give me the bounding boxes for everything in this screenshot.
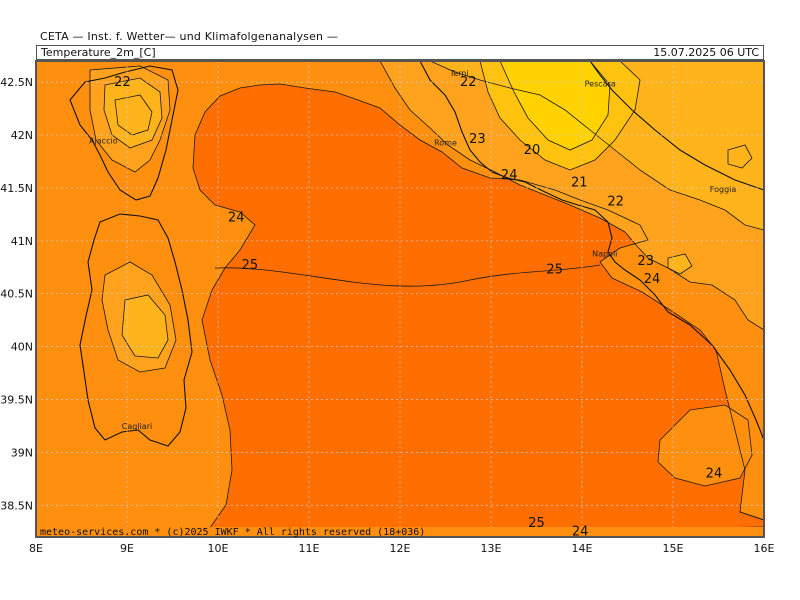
lat-tick-label: 39N: [11, 446, 33, 459]
lon-tick-label: 16E: [754, 542, 775, 555]
longitude-labels: 8E 9E 10E 11E 12E 13E 14E 15E 16E: [29, 542, 774, 555]
lat-tick-label: 41.5N: [0, 182, 33, 195]
lon-tick-label: 8E: [29, 542, 43, 555]
copyright-footer: meteo-services.com * (c)2025 IWKF * All …: [40, 527, 425, 538]
city-label: Cagliari: [122, 422, 152, 431]
city-label: Napoli: [592, 250, 617, 259]
temp-band-22-patch: [728, 145, 752, 168]
lon-tick-label: 12E: [390, 542, 411, 555]
lat-tick-label: 38.5N: [0, 499, 33, 512]
isotherm-label: 25: [242, 258, 259, 273]
temp-band-22: [430, 61, 764, 230]
isotherm-label: 24: [228, 210, 245, 225]
lon-tick-label: 11E: [299, 542, 320, 555]
isotherm-label: 22: [460, 75, 477, 90]
institute-title: CETA — Inst. f. Wetter— und Klimafolgena…: [40, 30, 339, 43]
city-label: Rome: [434, 139, 457, 148]
graticule: [36, 61, 764, 537]
lon-tick-label: 10E: [208, 542, 229, 555]
lat-tick-label: 42.5N: [0, 76, 33, 89]
temp-band-22-sardinia: [122, 295, 168, 358]
city-label: Foggia: [710, 185, 737, 194]
isotherm-label: 24: [644, 272, 661, 287]
temp-band-24-ionian: [658, 405, 752, 486]
isotherm-label: 25: [528, 516, 545, 531]
copyright-strip: [37, 527, 763, 536]
lon-tick-label: 9E: [120, 542, 134, 555]
coastlines: [69, 61, 764, 447]
lat-tick-label: 42N: [11, 129, 33, 142]
lat-tick-label: 40N: [11, 341, 33, 354]
valid-time-label: 15.07.2025 06 UTC: [653, 46, 759, 59]
lon-tick-label: 14E: [572, 542, 593, 555]
isotherm-label: 21: [571, 176, 588, 191]
isotherm-label: 23: [469, 132, 486, 147]
isotherm-label: 22: [607, 195, 624, 210]
header-bar: Temperature_2m_[C] 15.07.2025 06 UTC: [36, 45, 764, 60]
isotherm-label: 24: [501, 168, 518, 183]
city-label: Ajaccio: [89, 137, 118, 146]
city-labels: Terni Pescara Ajaccio Rome Foggia Napoli Cagli…: [89, 69, 736, 431]
isotherm-label: 22: [114, 75, 131, 90]
city-label: Terni: [449, 69, 469, 78]
isotherm-label: 25: [546, 262, 563, 277]
map-frame: [35, 60, 765, 538]
lon-tick-label: 13E: [481, 542, 502, 555]
variable-label: Temperature_2m_[C]: [41, 46, 156, 59]
isotherm-label: 23: [637, 254, 654, 269]
lat-tick-label: 39.5N: [0, 393, 33, 406]
city-label: Pescara: [585, 79, 616, 88]
temp-band-22-patch: [668, 254, 692, 274]
isotherm-label: 20: [524, 143, 541, 158]
latitude-labels: 42.5N 42N 41.5N 41N 40.5N 40N 39.5N 39N 38.5N: [0, 76, 33, 512]
lat-tick-label: 41N: [11, 235, 33, 248]
isotherm-label: 24: [572, 525, 589, 540]
temp-band-20: [500, 61, 610, 150]
isotherm-label: 24: [706, 466, 723, 481]
contour-labels: 22 22 23 20 24 21 22 24 25 25 23 24 24 25 24: [114, 75, 722, 540]
lon-tick-label: 15E: [663, 542, 684, 555]
lat-tick-label: 40.5N: [0, 288, 33, 301]
